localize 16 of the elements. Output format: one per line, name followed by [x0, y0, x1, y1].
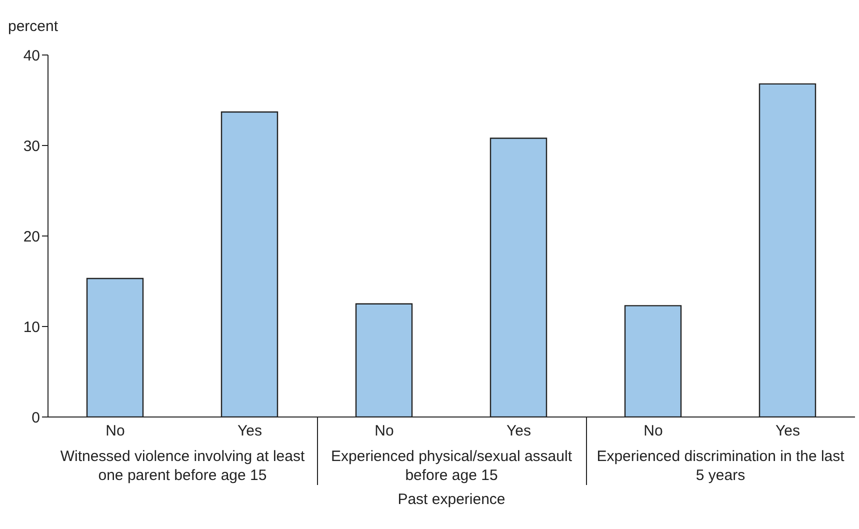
text: Experienced physical/sexual assault before age 15 — [330, 447, 573, 485]
x-axis-title: Past experience — [396, 491, 506, 508]
y-tick-label: 40 — [23, 47, 40, 64]
text: Witnessed violence involving at least one parent before age 15 — [59, 447, 306, 485]
y-tick-label: 30 — [23, 138, 40, 155]
x-tick-label: No — [106, 422, 125, 440]
y-tick-label: 10 — [23, 318, 40, 336]
y-tick-label: 0 — [32, 409, 40, 426]
text: Experienced discrimination in the last 5 years — [596, 447, 846, 485]
x-tick-label: No — [644, 422, 663, 440]
x-tick-label: No — [374, 422, 394, 440]
y-axis-title: percent — [8, 18, 58, 35]
x-tick-label: Yes — [238, 422, 262, 440]
y-tick-label: 20 — [23, 228, 40, 246]
x-tick-label: Yes — [776, 422, 800, 440]
x-tick-label: Yes — [506, 422, 531, 440]
